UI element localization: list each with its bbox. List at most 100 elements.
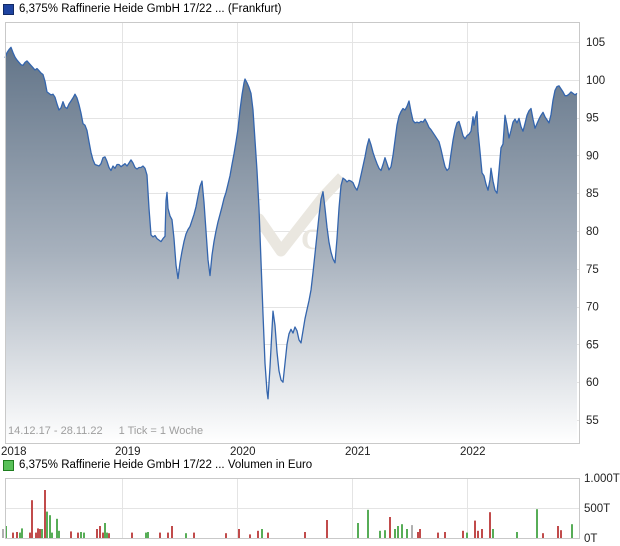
volume-bar [31, 500, 33, 538]
volume-bar [560, 530, 562, 538]
volume-bar [417, 532, 419, 538]
volume-bar [29, 532, 31, 538]
volume-bar [41, 529, 43, 538]
volume-bar [193, 532, 195, 538]
volume-plot-frame [5, 478, 580, 539]
volume-bar [489, 512, 491, 538]
volume-bar [16, 532, 18, 538]
volume-bar [99, 526, 101, 538]
volume-y-axis-labels: 0T 500T 1.000T [584, 473, 620, 545]
volume-bar [51, 532, 53, 538]
volume-bar [462, 530, 464, 538]
volume-bar [474, 520, 476, 538]
x-axis-year-label: 2022 [460, 446, 486, 458]
price-y-axis-labels: 55 60 65 70 75 80 85 90 95 100 105 [586, 37, 605, 427]
volume-bar [39, 529, 41, 538]
volume-bar [37, 528, 39, 538]
volume-bar [77, 532, 79, 538]
price-y-tick-label: 95 [586, 113, 599, 125]
volume-bar [557, 526, 559, 538]
price-y-tick-label: 80 [586, 226, 599, 238]
volume-bar [542, 533, 544, 538]
volume-bar [83, 532, 85, 538]
volume-bar [12, 532, 14, 538]
price-y-tick-label: 70 [586, 302, 599, 314]
volume-bar [35, 532, 37, 538]
volume-bar [357, 523, 359, 538]
volume-bar [96, 529, 98, 538]
volume-y-tick-label: 1.000T [584, 473, 620, 485]
x-axis-year-label: 2018 [1, 446, 27, 458]
volume-bar [159, 532, 161, 538]
volume-bar [397, 526, 399, 538]
volume-series-legend-swatch [3, 459, 14, 471]
volume-bar [466, 532, 468, 538]
price-y-tick-label: 100 [586, 75, 605, 87]
price-chart-header: 6,375% Raffinerie Heide GmbH 17/22 ... (… [3, 3, 282, 15]
volume-bar [481, 529, 483, 538]
volume-bar [225, 533, 227, 538]
volume-bar [411, 525, 413, 538]
volume-bar [389, 517, 391, 538]
tick-interval-label: 1 Tick = 1 Woche [118, 425, 204, 437]
volume-bar [437, 532, 439, 538]
volume-bar [49, 515, 51, 538]
price-y-tick-label: 55 [586, 415, 599, 427]
volume-bar [56, 518, 58, 538]
volume-bar [394, 529, 396, 538]
volume-bar [108, 533, 110, 538]
volume-bar [19, 532, 21, 538]
chart-footnote: 14.12.17 - 28.11.22 1 Tick = 1 Woche [8, 425, 203, 437]
volume-bar [367, 509, 369, 538]
date-range-label: 14.12.17 - 28.11.22 [8, 425, 103, 437]
volume-bar [536, 509, 538, 538]
volume-bar [304, 532, 306, 538]
volume-bar [145, 532, 147, 538]
volume-chart-title: 6,375% Raffinerie Heide GmbH 17/22 ... V… [19, 459, 313, 471]
price-y-tick-label: 60 [586, 377, 599, 389]
volume-y-tick-label: 0T [584, 533, 597, 545]
price-y-tick-label: 65 [586, 339, 599, 351]
volume-bar [401, 524, 403, 538]
volume-bar [104, 523, 106, 538]
volume-bar [80, 532, 82, 538]
x-axis-year-label: 2019 [115, 446, 141, 458]
volume-bar [171, 526, 173, 538]
volume-bar [257, 530, 259, 538]
price-chart-title: 6,375% Raffinerie Heide GmbH 17/22 ... (… [19, 3, 282, 15]
volume-bar [58, 530, 60, 538]
price-area-series [4, 46, 578, 444]
volume-bar [516, 532, 518, 538]
volume-bar [147, 532, 149, 538]
price-y-tick-label: 105 [586, 37, 605, 49]
volume-bar [379, 530, 381, 538]
volume-bar [106, 532, 108, 538]
volume-bar [492, 529, 494, 538]
volume-bar [571, 524, 573, 538]
volume-bar [477, 530, 479, 538]
volume-bar [261, 529, 263, 538]
volume-bar [21, 528, 23, 538]
volume-bar [185, 533, 187, 538]
volume-bar [444, 532, 446, 538]
volume-bar [46, 511, 48, 538]
volume-bar [131, 532, 133, 538]
volume-bar [249, 534, 251, 538]
price-plot-frame [5, 22, 580, 444]
price-y-tick-label: 75 [586, 264, 599, 276]
price-y-tick-label: 90 [586, 150, 599, 162]
volume-bar [384, 530, 386, 538]
volume-y-tick-label: 500T [584, 503, 610, 515]
volume-bar [44, 490, 46, 538]
volume-bar [102, 532, 104, 538]
volume-bar [419, 529, 421, 538]
x-axis-year-label: 2021 [345, 446, 371, 458]
volume-bar [2, 529, 4, 538]
price-series-legend-swatch [3, 3, 14, 15]
volume-bars [2, 490, 573, 538]
price-y-tick-label: 85 [586, 188, 599, 200]
volume-bar [70, 531, 72, 538]
x-axis-year-label: 2020 [230, 446, 256, 458]
